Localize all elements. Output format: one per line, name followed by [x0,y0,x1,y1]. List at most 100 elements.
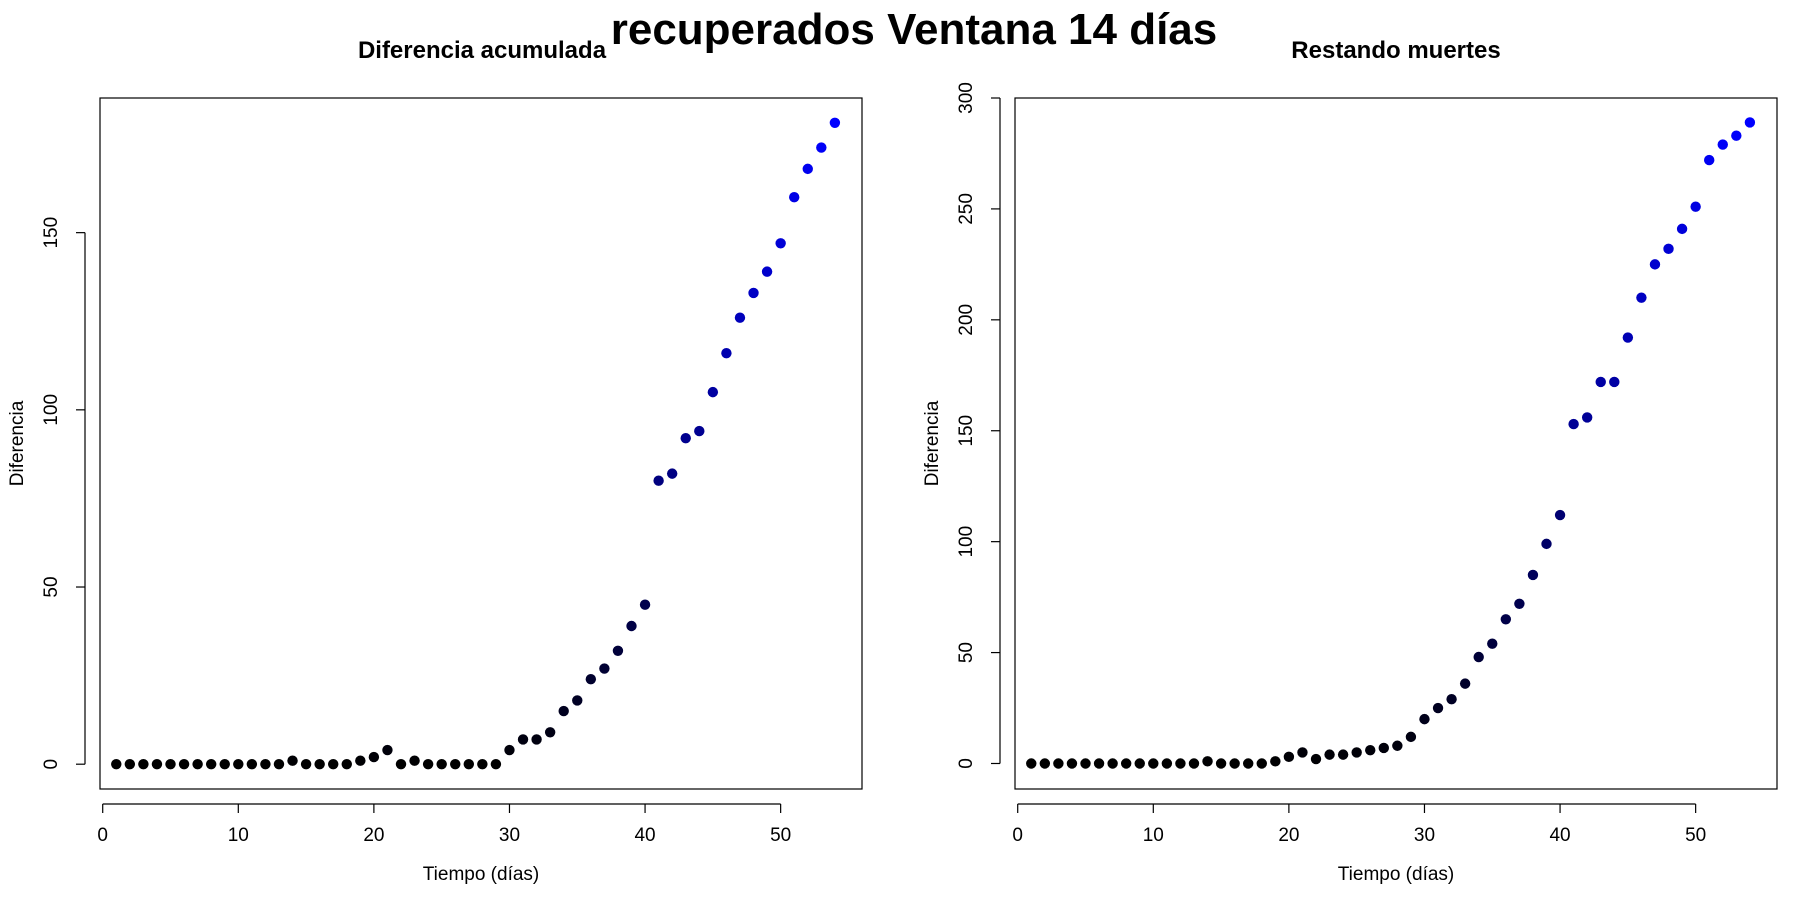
data-point [666,468,678,479]
data-point [409,755,420,766]
data-point [1717,139,1728,150]
data-point [1351,747,1362,758]
data-point [1704,154,1715,166]
x-tick-label: 10 [228,825,249,846]
chart-panel-diferencia-acumulada: Diferencia acumulada 0 10 20 30 40 50 Tiempo (d… [7,37,863,885]
y-tick-label: 50 [41,576,62,597]
data-point [422,758,434,770]
panel-title: Diferencia acumulada [358,37,607,64]
x-tick-label: 30 [1414,825,1435,846]
data-point [355,755,366,766]
x-tick-label: 0 [97,825,108,846]
y-tick-label: 100 [41,394,62,426]
data-point [138,758,149,770]
data-point [517,734,529,745]
data-point [1744,117,1756,128]
y-tick-label: 150 [41,217,62,249]
x-tick-label: 50 [770,825,791,846]
data-point [382,744,393,756]
data-point [1527,569,1539,581]
chart-panel-restando-muertes: Restando muertes 0 10 20 30 40 50 Tiempo (días)… [922,37,1778,885]
data-point [1473,651,1484,663]
data-point [1663,243,1674,255]
data-point [111,758,122,770]
data-point [1066,758,1078,769]
data-point [1554,509,1566,521]
data-point [1175,758,1186,769]
data-point [789,192,800,203]
data-point [680,432,691,444]
data-point [694,425,705,437]
x-axis-label: Tiempo (días) [423,864,540,885]
data-point [233,758,244,770]
data-point [1419,713,1430,725]
data-point [1487,638,1498,649]
data-point [1405,731,1417,743]
data-point [477,758,488,770]
data-point [1134,758,1145,769]
data-point [626,620,637,632]
data-point [165,758,176,770]
data-point [368,751,380,763]
data-point [463,758,474,770]
data-point [219,758,230,770]
data-point [1459,678,1471,689]
data-point [1392,740,1403,751]
data-point [707,386,719,398]
plot-frame [99,97,863,790]
y-tick-label: 100 [956,526,977,558]
data-point [1568,418,1579,430]
y-tick-label: 200 [956,304,977,336]
data-point [328,758,339,770]
data-point [1297,747,1308,758]
data-point [1446,693,1457,705]
data-point [205,758,217,770]
data-point [246,758,258,770]
data-point [585,673,597,685]
page-title: recuperados Ventana 14 días [611,5,1218,54]
data-point [639,599,651,610]
data-point [178,758,190,770]
data-point [1039,758,1051,769]
data-point [612,645,624,656]
data-point [802,163,813,175]
data-point [558,705,569,717]
data-point [544,727,556,738]
data-point [531,734,542,745]
data-point [816,142,827,153]
data-point [1541,538,1552,550]
x-tick-label: 20 [1278,825,1299,846]
data-point [1093,758,1105,769]
data-point [1609,376,1620,388]
plot-frame [1014,97,1778,790]
x-tick-label: 10 [1143,825,1164,846]
data-point [504,744,515,756]
data-point [1514,598,1525,609]
y-tick-label: 50 [956,642,977,663]
x-tick-label: 40 [1549,825,1570,846]
data-point [1622,332,1634,343]
y-tick-label: 0 [956,758,977,769]
data-point [1270,756,1281,767]
y-axis-label: Diferencia [7,400,28,486]
data-point [450,758,461,770]
data-point [287,755,298,766]
data-point [1500,614,1512,625]
x-tick-label: 30 [499,825,520,846]
x-tick-label: 0 [1012,825,1023,846]
x-axis-label: Tiempo (días) [1338,864,1455,885]
data-point [1026,758,1037,769]
data-point [734,312,746,323]
data-point [1337,749,1349,760]
data-point [1581,412,1593,423]
data-point [1283,751,1295,763]
data-point [761,266,773,277]
data-point [1365,744,1376,756]
data-point [1243,758,1254,769]
data-point [829,117,841,129]
x-tick-label: 20 [363,825,384,846]
data-point [1310,753,1322,765]
data-point [490,758,502,770]
data-point [1148,758,1159,769]
data-point [151,758,163,770]
